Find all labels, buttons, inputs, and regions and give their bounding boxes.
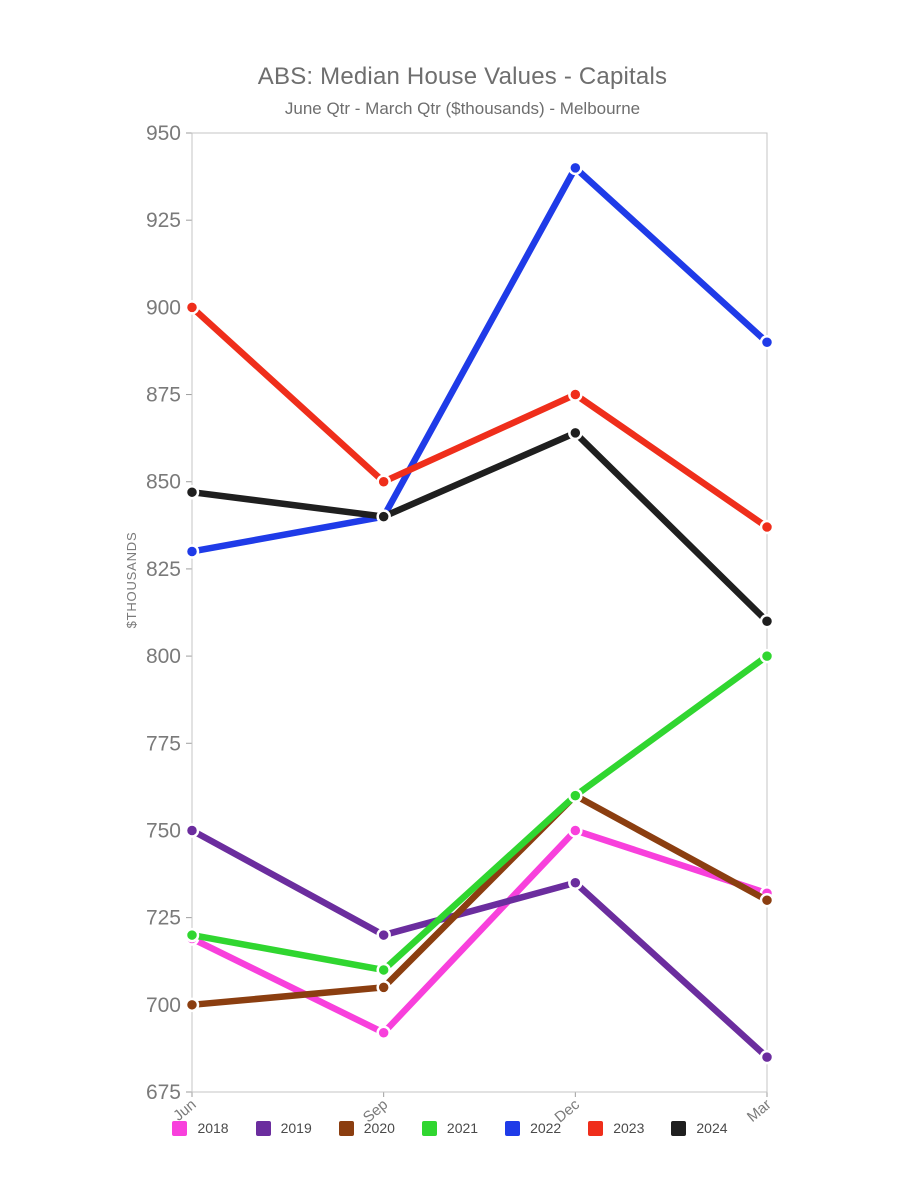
- legend-label: 2018: [197, 1120, 229, 1136]
- legend-label: 2020: [363, 1120, 395, 1136]
- data-point-2022-Jun[interactable]: [184, 544, 200, 559]
- data-point-2024-Mar[interactable]: [759, 613, 775, 629]
- series-layer: [184, 160, 775, 1065]
- data-point-2021-Dec[interactable]: [568, 788, 583, 803]
- data-point-2021-Sep[interactable]: [376, 962, 391, 978]
- y-axis-tick-label: 950: [146, 122, 181, 145]
- data-point-2024-Sep[interactable]: [376, 509, 391, 524]
- legend-item-2022[interactable]: 2022: [505, 1120, 561, 1136]
- data-point-2021-Jun[interactable]: [184, 927, 200, 943]
- y-axis-tick-label: 925: [146, 209, 181, 232]
- y-axis-tick-label: 850: [146, 471, 181, 494]
- y-axis-tick-label: 800: [146, 645, 181, 668]
- plot-frame: [191, 132, 768, 1093]
- legend-item-2020[interactable]: 2020: [338, 1120, 395, 1136]
- y-axis-tick-label: 900: [146, 296, 181, 319]
- data-point-2023-Dec[interactable]: [568, 387, 583, 402]
- legend-label: 2021: [446, 1120, 479, 1136]
- y-axis-tick-label: 825: [146, 558, 181, 581]
- data-point-2020-Sep[interactable]: [376, 980, 391, 995]
- legend-swatch-2020: [338, 1120, 354, 1136]
- data-point-2022-Dec[interactable]: [568, 160, 583, 176]
- series-line-2020[interactable]: [188, 792, 771, 1009]
- y-axis-tick-label: 775: [146, 732, 181, 755]
- y-axis-tick-label: 725: [146, 907, 181, 930]
- data-point-2019-Jun[interactable]: [184, 823, 200, 838]
- data-point-2021-Mar[interactable]: [759, 648, 775, 664]
- data-point-2024-Jun[interactable]: [184, 484, 200, 500]
- data-point-2018-Sep[interactable]: [376, 1025, 391, 1040]
- legend-swatch-2021: [421, 1120, 437, 1136]
- data-point-2018-Dec[interactable]: [568, 823, 583, 838]
- data-point-2023-Sep[interactable]: [376, 474, 391, 489]
- legend-item-2024[interactable]: 2024: [671, 1120, 728, 1136]
- legend-label: 2019: [280, 1120, 312, 1136]
- legend-item-2021[interactable]: 2021: [421, 1120, 479, 1136]
- data-point-2019-Mar[interactable]: [759, 1049, 775, 1065]
- legend-item-2018[interactable]: 2018: [172, 1120, 229, 1136]
- series-line-2019[interactable]: [188, 827, 771, 1061]
- legend-label: 2022: [530, 1120, 562, 1136]
- y-axis-title: $THOUSANDS: [124, 532, 139, 629]
- legend-swatch-2018: [172, 1120, 188, 1136]
- chart-subtitle: June Qtr - March Qtr ($thousands) - Melb…: [284, 99, 641, 118]
- legend-swatch-2022: [505, 1120, 521, 1136]
- data-point-2023-Mar[interactable]: [759, 519, 775, 535]
- data-point-2019-Dec[interactable]: [568, 875, 583, 891]
- legend-item-2019[interactable]: 2019: [255, 1120, 312, 1136]
- legend-label: 2023: [613, 1120, 645, 1136]
- data-point-2020-Mar[interactable]: [759, 892, 775, 908]
- data-point-2023-Jun[interactable]: [184, 300, 200, 315]
- chart-title: ABS: Median House Values - Capitals: [257, 63, 668, 90]
- chart-legend: 2018 2019 2020 2021 2022 2023 2024: [0, 1120, 900, 1136]
- series-line-2023[interactable]: [188, 304, 771, 531]
- series-line-2021[interactable]: [188, 652, 771, 974]
- y-axis-tick-label: 750: [146, 819, 181, 842]
- y-axis-tick-label: 700: [146, 994, 181, 1017]
- series-line-2018[interactable]: [188, 827, 771, 1036]
- data-point-2024-Dec[interactable]: [568, 425, 583, 441]
- legend-swatch-2019: [255, 1120, 271, 1136]
- legend-item-2023[interactable]: 2023: [588, 1120, 644, 1136]
- data-point-2022-Mar[interactable]: [759, 334, 775, 350]
- y-axis-tick-label: 875: [146, 384, 181, 407]
- legend-swatch-2024: [671, 1120, 687, 1136]
- series-line-2024[interactable]: [188, 429, 771, 625]
- legend-swatch-2023: [588, 1120, 604, 1136]
- data-point-2019-Sep[interactable]: [376, 927, 391, 943]
- series-line-2022[interactable]: [188, 164, 771, 555]
- legend-label: 2024: [696, 1120, 728, 1136]
- data-point-2020-Jun[interactable]: [184, 997, 200, 1013]
- y-axis-tick-label: 675: [146, 1081, 181, 1104]
